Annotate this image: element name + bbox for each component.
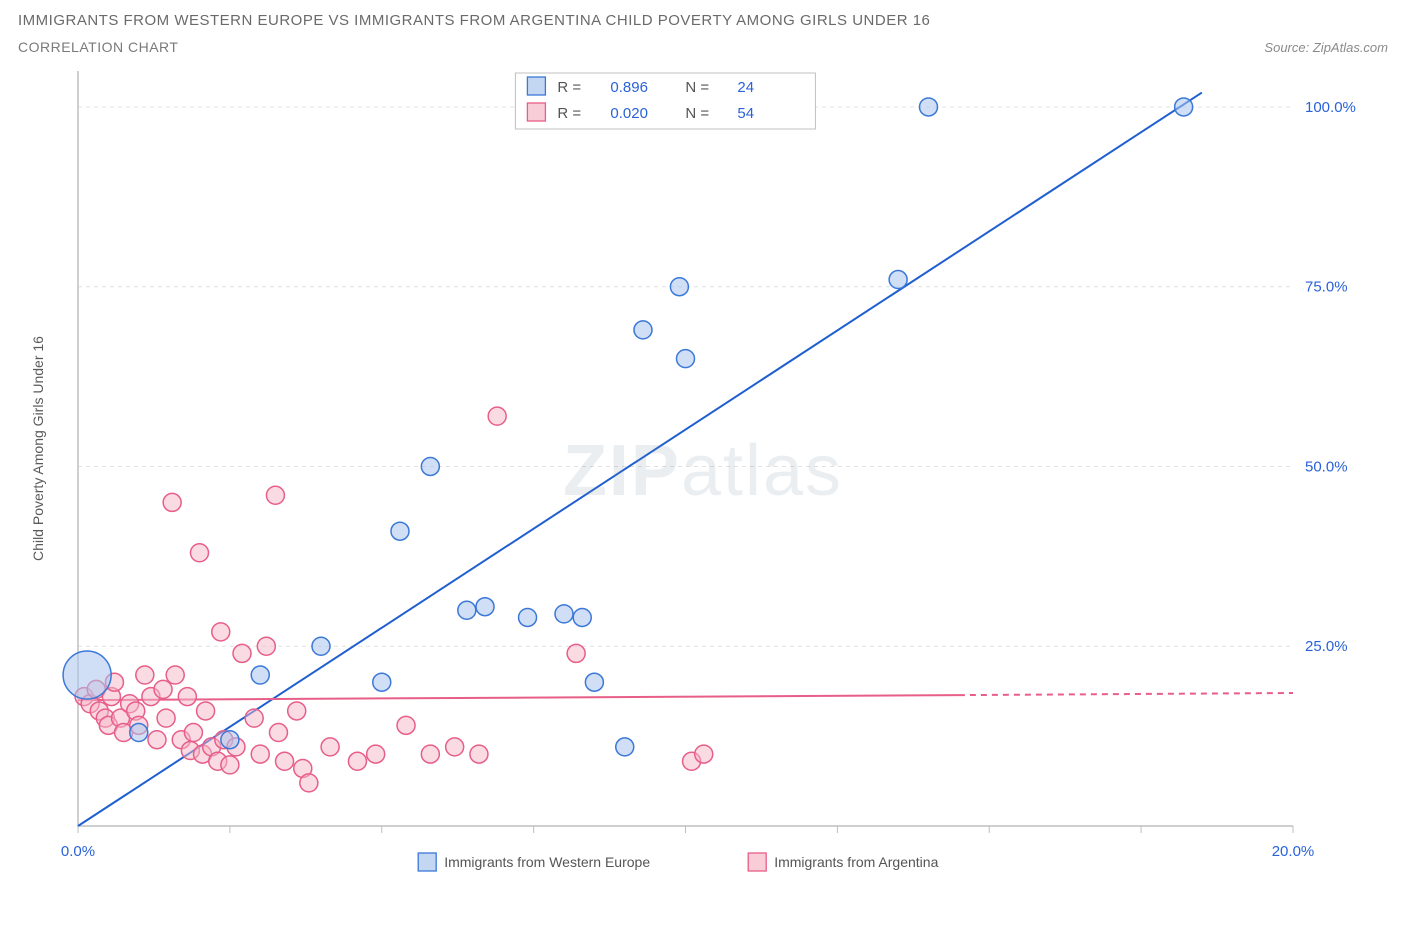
svg-text:Immigrants from Western Europe: Immigrants from Western Europe [444,854,650,870]
source-name: ZipAtlas.com [1313,40,1388,55]
svg-text:R =: R = [557,105,581,122]
svg-text:Child Poverty Among Girls Unde: Child Poverty Among Girls Under 16 [30,336,46,561]
svg-text:0.0%: 0.0% [61,843,95,860]
svg-text:N =: N = [685,105,709,122]
source-label: Source: [1264,40,1309,55]
svg-text:75.0%: 75.0% [1305,279,1348,296]
chart-subtitle: CORRELATION CHART [18,39,178,55]
svg-text:25.0%: 25.0% [1305,638,1348,655]
source-attribution: Source: ZipAtlas.com [1264,40,1388,55]
svg-text:N =: N = [685,79,709,96]
svg-text:R =: R = [557,79,581,96]
svg-text:20.0%: 20.0% [1272,843,1315,860]
chart-title: IMMIGRANTS FROM WESTERN EUROPE VS IMMIGR… [18,12,1388,29]
svg-text:100.0%: 100.0% [1305,99,1356,116]
svg-text:Immigrants from Argentina: Immigrants from Argentina [774,854,938,870]
subtitle-row: CORRELATION CHART Source: ZipAtlas.com [18,39,1388,55]
svg-text:0.020: 0.020 [610,105,648,122]
svg-text:0.896: 0.896 [610,79,648,96]
svg-text:54: 54 [737,105,754,122]
scatter-chart: 0.0% 20.0% 25.0% 50.0% 75.0% 100.0% Child Pove… [18,61,1388,881]
svg-text:50.0%: 50.0% [1305,458,1348,475]
chart-area: ZIPatlas 0.0%20.0%25.0%50.0%75.0%100.0%C… [18,61,1388,881]
svg-text:24: 24 [737,79,754,96]
